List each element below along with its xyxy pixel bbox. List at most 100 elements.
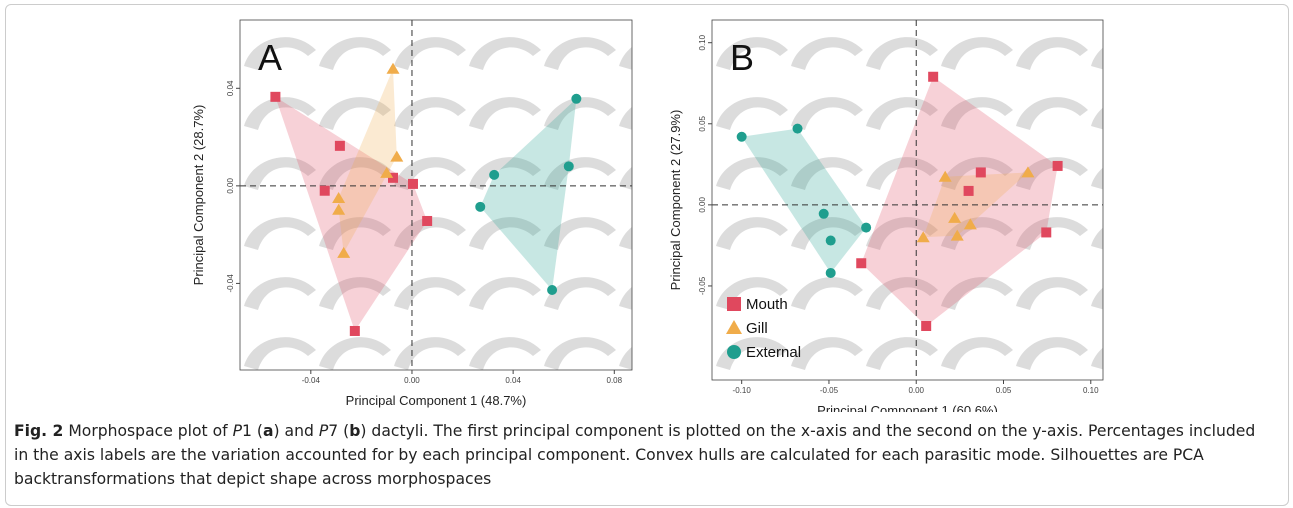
point xyxy=(792,123,803,134)
x-axis-label: Principal Component 1 (60.6%) xyxy=(817,403,998,412)
caption-text: ) and xyxy=(273,422,319,440)
y-tick-label: -0.04 xyxy=(226,274,235,293)
silhouette xyxy=(319,37,391,70)
silhouette xyxy=(716,277,788,310)
point xyxy=(938,170,952,182)
silhouette xyxy=(319,217,391,250)
silhouette xyxy=(544,277,616,310)
silhouette xyxy=(469,157,541,190)
caption-text: P xyxy=(318,422,329,440)
silhouette xyxy=(1091,47,1103,70)
silhouette xyxy=(244,277,316,310)
point xyxy=(489,169,500,180)
silhouette xyxy=(619,226,632,250)
point xyxy=(563,161,574,172)
x-tick-label: 0.08 xyxy=(607,376,623,385)
x-tick-label: -0.05 xyxy=(820,386,839,395)
point xyxy=(736,131,747,142)
point xyxy=(963,185,974,196)
caption-text: 7 ( xyxy=(328,422,350,440)
silhouette xyxy=(544,37,616,70)
silhouette xyxy=(941,277,1013,310)
silhouette xyxy=(1016,217,1088,250)
silhouette xyxy=(866,337,938,370)
x-tick-label: -0.10 xyxy=(733,386,752,395)
silhouette xyxy=(941,337,1013,370)
silhouette xyxy=(791,277,863,310)
silhouette xyxy=(866,37,938,70)
y-tick-label: 0.00 xyxy=(698,197,707,213)
legend-marker xyxy=(726,320,742,334)
point xyxy=(422,215,433,226)
x-tick-label: 0.00 xyxy=(908,386,924,395)
point xyxy=(332,203,346,215)
legend-label: Mouth xyxy=(746,296,788,313)
convex-hull xyxy=(275,96,428,331)
point xyxy=(948,211,962,223)
point xyxy=(825,235,836,246)
silhouette xyxy=(791,97,863,130)
point xyxy=(921,321,932,331)
silhouette xyxy=(544,97,616,130)
caption: Fig. 2 Morphospace plot of P1 (a) and P7… xyxy=(14,419,1264,491)
silhouette xyxy=(791,37,863,70)
panel-title: A xyxy=(258,37,282,78)
silhouette xyxy=(866,277,938,310)
silhouette xyxy=(1016,277,1088,310)
point xyxy=(975,167,986,178)
point xyxy=(334,140,345,151)
silhouette xyxy=(1091,347,1103,370)
silhouette xyxy=(1016,97,1088,130)
silhouette xyxy=(791,337,863,370)
silhouette xyxy=(1016,37,1088,70)
silhouette xyxy=(244,97,316,130)
point xyxy=(349,325,360,336)
point xyxy=(571,93,582,104)
silhouette xyxy=(244,337,316,370)
silhouette xyxy=(1016,337,1088,370)
x-tick-label: 0.10 xyxy=(1083,386,1099,395)
point xyxy=(963,218,977,230)
x-tick-label: 0.04 xyxy=(505,376,521,385)
silhouette xyxy=(866,97,938,130)
legend-marker xyxy=(727,345,741,359)
point xyxy=(861,222,872,233)
point xyxy=(337,246,351,258)
silhouette xyxy=(1091,107,1103,130)
silhouette xyxy=(866,217,938,250)
silhouette xyxy=(544,157,616,190)
point xyxy=(390,150,404,162)
y-tick-label: -0.05 xyxy=(698,276,707,295)
silhouette xyxy=(1091,167,1103,190)
silhouette xyxy=(394,97,466,130)
plot-border xyxy=(239,19,633,371)
silhouette xyxy=(619,286,632,310)
silhouette xyxy=(469,37,541,70)
caption-text: ) dactyli. The first principal component… xyxy=(14,422,1256,488)
convex-hull xyxy=(338,68,397,253)
silhouette xyxy=(244,217,316,250)
point xyxy=(950,229,964,241)
plot-area xyxy=(712,20,1103,380)
silhouette xyxy=(941,217,1013,250)
silhouette xyxy=(619,106,632,130)
silhouette xyxy=(619,166,632,190)
point xyxy=(825,267,836,278)
x-axis-label: Principal Component 1 (48.7%) xyxy=(346,393,527,408)
point xyxy=(475,201,486,212)
point xyxy=(407,178,418,189)
silhouette xyxy=(469,277,541,310)
point xyxy=(916,231,930,243)
legend-label: Gill xyxy=(746,320,768,337)
caption-text: P xyxy=(232,422,242,440)
silhouette xyxy=(716,37,788,70)
silhouette xyxy=(544,217,616,250)
legend-marker xyxy=(727,297,741,311)
silhouette xyxy=(394,337,466,370)
panel: -0.04 0.00 0.04 0.08 -0.04 0.00 0.04 A Principal… xyxy=(191,19,633,408)
caption-text: Fig. 2 xyxy=(14,422,64,440)
silhouette xyxy=(791,157,863,190)
convex-hull xyxy=(861,76,1058,326)
panel: -0.10 -0.05 0.00 0.05 0.10 -0.05 0.00 0.05 0.10 B… xyxy=(668,19,1104,412)
silhouette xyxy=(319,277,391,310)
